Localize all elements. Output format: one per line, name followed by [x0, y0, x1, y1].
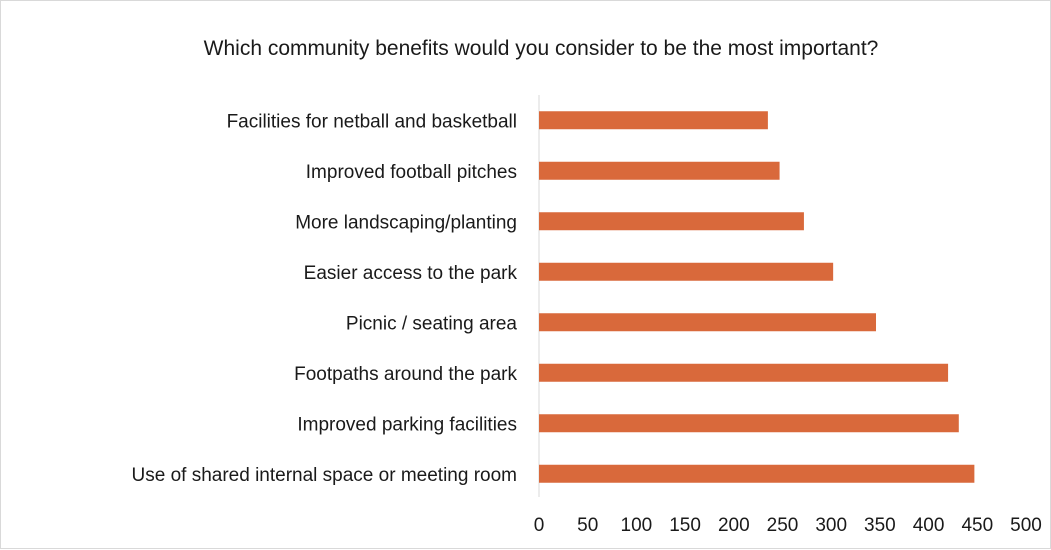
x-tick-label: 0: [534, 515, 545, 536]
category-label: Picnic / seating area: [346, 313, 518, 334]
category-label: Improved parking facilities: [297, 414, 517, 435]
category-label: Use of shared internal space or meeting …: [132, 465, 517, 486]
category-label: Easier access to the park: [304, 263, 518, 284]
x-tick-label: 500: [1010, 515, 1042, 536]
chart-title: Which community benefits would you consi…: [204, 37, 879, 60]
x-tick-label: 300: [815, 515, 847, 536]
bar: [539, 212, 804, 231]
category-label: Facilities for netball and basketball: [227, 111, 517, 132]
bar: [539, 161, 780, 180]
x-tick-label: 450: [961, 515, 993, 536]
x-tick-label: 50: [577, 515, 598, 536]
bars: [539, 111, 975, 483]
category-label: More landscaping/planting: [295, 212, 517, 233]
bar: [539, 111, 768, 130]
x-tick-label: 350: [864, 515, 896, 536]
bar: [539, 414, 959, 433]
bar: [539, 464, 975, 483]
x-tick-label: 400: [913, 515, 945, 536]
value-axis-ticks: 0 50 100 150 200 250 300 350 400 450 500: [534, 515, 1042, 536]
x-tick-label: 250: [767, 515, 799, 536]
x-tick-label: 100: [621, 515, 653, 536]
bar: [539, 262, 834, 281]
bar: [539, 363, 949, 382]
x-tick-label: 200: [718, 515, 750, 536]
bar: [539, 313, 877, 332]
category-label: Improved football pitches: [306, 162, 517, 183]
category-label: Footpaths around the park: [294, 364, 517, 385]
x-tick-label: 150: [669, 515, 701, 536]
category-labels: Facilities for netball and basketball Imp…: [132, 111, 518, 486]
